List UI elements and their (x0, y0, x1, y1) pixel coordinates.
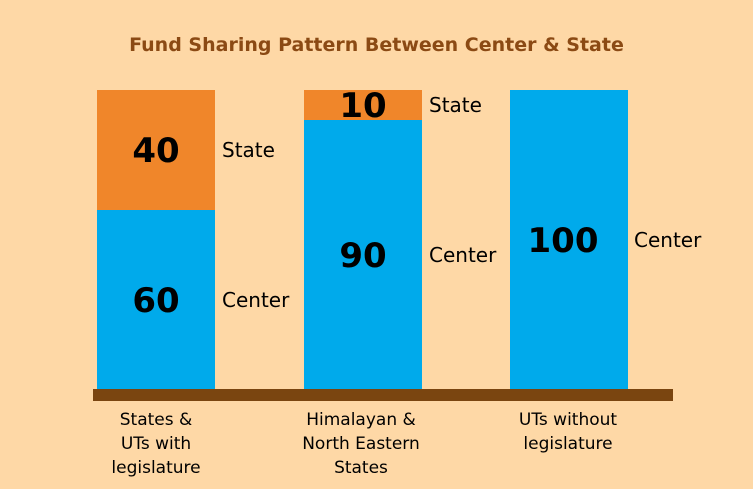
value-label-center-1: 90 (339, 236, 386, 276)
category-label-0: States & UTs with legislature (111, 410, 201, 478)
value-label-state-0: 40 (132, 131, 179, 171)
series-label-state-1: State (429, 93, 482, 117)
category-label-2: UTs without legislature (518, 410, 618, 454)
bar-state-0 (97, 90, 215, 210)
chart-title: Fund Sharing Pattern Between Center & St… (129, 34, 624, 56)
series-label-center-0: Center (222, 288, 290, 312)
series-label-center-1: Center (429, 243, 497, 267)
x-axis-baseline (93, 389, 673, 401)
series-label-center-2: Center (634, 228, 702, 252)
bar-center-2 (510, 90, 628, 390)
value-label-state-1: 10 (339, 86, 386, 126)
category-label-1: Himalayan & North Eastern States (302, 410, 420, 478)
value-label-center-2: 100 (528, 221, 599, 261)
bar-center-1 (304, 120, 422, 390)
bar-state-1 (304, 90, 422, 120)
series-label-state-0: State (222, 138, 275, 162)
bar-center-0 (97, 210, 215, 390)
value-label-center-0: 60 (132, 281, 179, 321)
